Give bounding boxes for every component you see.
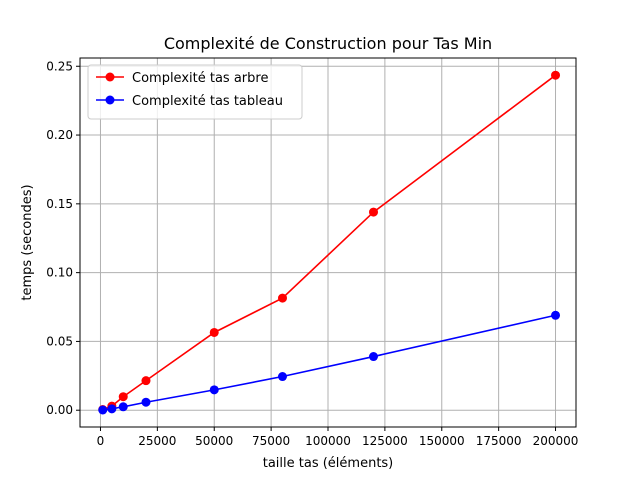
y-tick-label: 0.25 <box>46 59 73 73</box>
data-point-series-1 <box>209 327 219 337</box>
grid <box>80 58 576 427</box>
y-tick-label: 0.00 <box>46 403 73 417</box>
data-point-series-1 <box>369 207 379 217</box>
x-tick-label: 175000 <box>476 434 522 448</box>
data-point-series-1 <box>118 392 128 402</box>
data-point-series-2 <box>551 310 561 320</box>
series-layer <box>98 70 561 415</box>
data-point-series-2 <box>118 402 128 412</box>
data-point-series-2 <box>277 372 287 382</box>
x-tick-label: 125000 <box>362 434 408 448</box>
data-point-series-2 <box>369 352 379 362</box>
data-point-series-2 <box>209 385 219 395</box>
y-axis-label: temps (secondes) <box>20 184 35 300</box>
legend: Complexité tas arbre Complexité tas table… <box>87 64 303 120</box>
x-axis-label: taille tas (éléments) <box>263 456 394 471</box>
series-line-1 <box>102 74 557 411</box>
x-tick-label: 25000 <box>138 434 176 448</box>
y-tick-label: 0.20 <box>46 128 73 142</box>
data-point-series-1 <box>551 70 561 80</box>
legend-label-2: Complexité tas tableau <box>132 94 283 109</box>
x-tick-label: 150000 <box>419 434 465 448</box>
axis-ticks: 0 25000 50000 75000 100000 125000 150000 175000… <box>46 59 578 448</box>
legend-marker-1 <box>105 72 115 82</box>
chart-title: Complexité de Construction pour Tas Min <box>164 34 492 53</box>
x-tick-label: 0 <box>97 434 105 448</box>
x-tick-label: 100000 <box>305 434 351 448</box>
data-point-series-2 <box>141 397 151 407</box>
legend-label-1: Complexité tas arbre <box>132 71 268 86</box>
y-tick-label: 0.10 <box>46 266 73 280</box>
legend-box <box>87 64 303 120</box>
legend-marker-2 <box>105 95 115 105</box>
x-tick-label: 75000 <box>252 434 290 448</box>
x-tick-label: 50000 <box>195 434 233 448</box>
data-point-series-2 <box>107 404 117 414</box>
x-tick-label: 200000 <box>533 434 579 448</box>
data-point-series-2 <box>98 405 108 415</box>
data-point-series-1 <box>277 293 287 303</box>
y-tick-label: 0.05 <box>46 334 73 348</box>
data-point-series-1 <box>141 376 151 386</box>
y-tick-label: 0.15 <box>46 197 73 211</box>
